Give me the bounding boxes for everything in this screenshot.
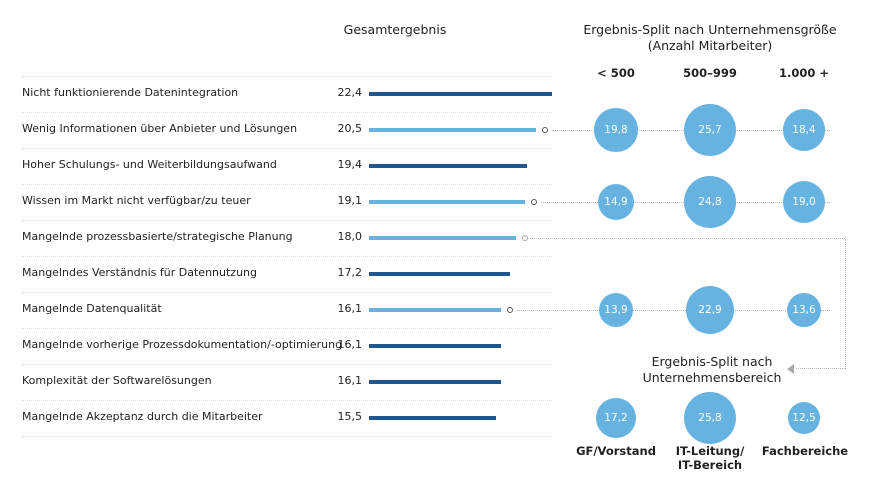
row-divider [22,148,552,149]
area-split-title-line2: Unternehmensbereich [642,370,782,385]
overall-title: Gesamtergebnis [343,22,447,37]
value-bubble: 25,7 [683,103,737,157]
connector-line [516,310,830,311]
bar-marker-icon [506,307,513,313]
bar-marker-icon [522,235,529,241]
size-split-title: Ergebnis-Split nach Unternehmensgröße (A… [570,22,850,54]
value-bubble: 12,5 [787,401,821,435]
value-bubble: 14,9 [597,183,635,221]
row-divider [22,184,552,185]
bar [369,272,510,276]
row-label: Wissen im Markt nicht verfügbar/zu teuer [22,194,251,207]
area-column-board: GF/Vorstand [576,444,656,458]
connector-line [530,238,845,239]
value-bubble: 17,2 [596,398,636,438]
row-label: Mangelnde vorherige Prozessdokumentation… [22,338,343,351]
connector-line-bottom [796,368,845,369]
bar [369,200,526,204]
bar [369,92,552,96]
bar [369,236,517,240]
bar [369,128,537,132]
row-label: Mangelnde Datenqualität [22,302,162,315]
row-value: 19,1 [337,194,363,207]
row-value: 17,2 [337,266,363,279]
row-label: Mangelnde Akzeptanz durch die Mitarbeite… [22,410,263,423]
value-bubble: 22,9 [685,285,735,335]
area-column-it: IT-Leitung/ IT-Bereich [675,444,745,472]
row-divider [22,256,552,257]
connector-arrow-icon [787,364,794,374]
value-bubble: 13,6 [786,292,822,328]
size-split-title-line2: (Anzahl Mitarbeiter) [647,38,773,53]
row-label: Mangelnde prozessbasierte/strategische P… [22,230,293,243]
row-label: Hoher Schulungs- und Weiterbildungsaufwa… [22,158,277,171]
row-value: 15,5 [337,410,363,423]
row-divider [22,400,552,401]
row-divider [22,76,552,77]
size-column-large: 1.000 + [778,66,829,80]
size-column-medium: 500–999 [683,66,737,80]
area-column-departments: Fachbereiche [761,444,849,458]
row-divider [22,220,552,221]
row-divider [22,328,552,329]
row-value: 16,1 [337,338,363,351]
value-bubble: 25,8 [683,391,737,445]
row-divider [22,112,552,113]
value-bubble: 18,4 [783,109,825,151]
connector-line-vertical [845,239,846,369]
row-label: Mangelndes Verständnis für Datennutzung [22,266,257,279]
value-bubble: 19,8 [594,108,638,152]
row-value: 18,0 [337,230,363,243]
value-bubble: 19,0 [782,180,826,224]
row-divider [22,436,552,437]
size-split-title-line1: Ergebnis-Split nach Unternehmensgröße [583,22,837,37]
bar [369,344,501,348]
bar [369,164,528,168]
area-split-title-line1: Ergebnis-Split nach [651,354,773,369]
bar [369,416,496,420]
row-divider [22,364,552,365]
row-divider [22,292,552,293]
row-label: Komplexität der Softwarelösungen [22,374,212,387]
row-value: 20,5 [337,122,363,135]
value-bubble: 24,8 [684,176,736,228]
row-value: 16,1 [337,302,363,315]
row-value: 16,1 [337,374,363,387]
area-split-title: Ergebnis-Split nach Unternehmensbereich [612,354,812,386]
value-bubble: 13,9 [598,292,634,328]
bar-marker-icon [531,199,538,205]
row-label: Nicht funktionierende Datenintegration [22,86,239,99]
bar [369,308,501,312]
row-value: 22,4 [337,86,363,99]
bar-marker-icon [542,127,549,133]
bar [369,380,501,384]
row-value: 19,4 [337,158,363,171]
row-label: Wenig Informationen über Anbieter und Lö… [22,122,298,135]
size-column-small: < 500 [597,66,635,80]
